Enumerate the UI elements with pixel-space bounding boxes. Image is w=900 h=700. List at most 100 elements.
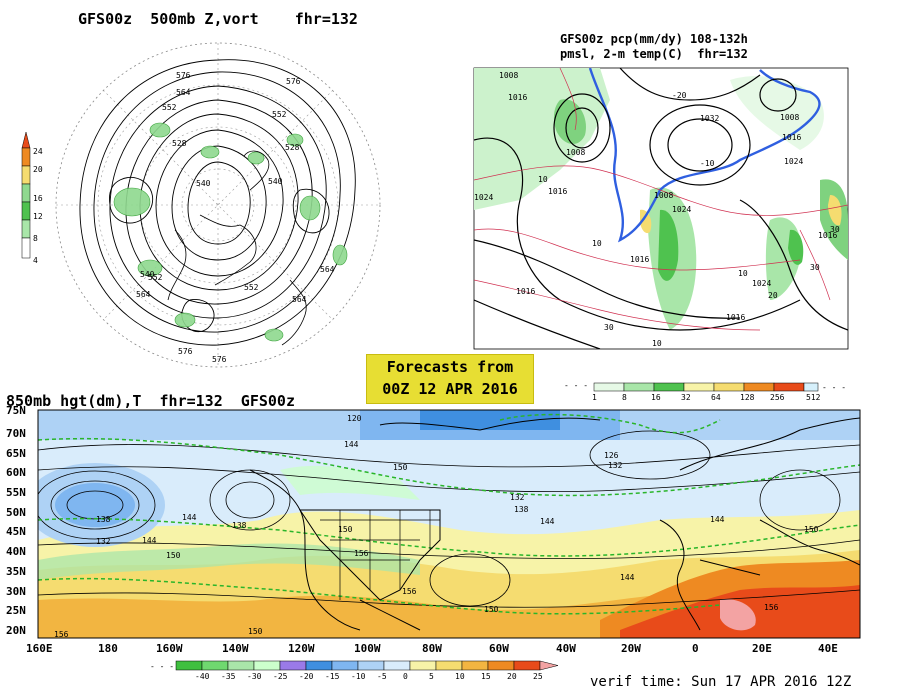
svg-text:120W: 120W	[288, 642, 315, 655]
svg-text:30N: 30N	[6, 585, 26, 598]
svg-text:140W: 140W	[222, 642, 249, 655]
svg-text:80W: 80W	[422, 642, 442, 655]
svg-text:156: 156	[764, 603, 779, 612]
svg-text:144: 144	[620, 573, 635, 582]
svg-text:60W: 60W	[489, 642, 509, 655]
precip-shading	[474, 68, 848, 330]
svg-text:30: 30	[810, 263, 820, 272]
svg-text:144: 144	[182, 513, 197, 522]
colorbar-tick-label: 15	[481, 672, 491, 681]
850mb-contour-labels: 120 144 150 138 132 138 144 144 150 156 …	[54, 414, 819, 639]
svg-text:1032: 1032	[700, 114, 719, 123]
svg-text:1024: 1024	[474, 193, 493, 202]
svg-text:144: 144	[344, 440, 359, 449]
colorbar-tick-label: -30	[247, 672, 262, 681]
colorbar-swatch	[279, 660, 307, 671]
svg-text:10: 10	[592, 239, 602, 248]
svg-text:160W: 160W	[156, 642, 183, 655]
svg-text:100W: 100W	[354, 642, 381, 655]
svg-text:10: 10	[652, 339, 662, 348]
temp-isotherms	[474, 68, 848, 331]
svg-text:1024: 1024	[672, 205, 691, 214]
svg-text:132: 132	[608, 461, 623, 470]
svg-text:10: 10	[538, 175, 548, 184]
svg-text:144: 144	[540, 517, 555, 526]
panel-500mb-title: GFS00z 500mb Z,vort fhr=132	[78, 10, 358, 28]
svg-text:1016: 1016	[630, 255, 649, 264]
svg-text:65N: 65N	[6, 447, 26, 460]
svg-text:128: 128	[740, 393, 755, 402]
svg-text:576: 576	[178, 347, 193, 356]
colorbar-tick-label: -35	[221, 672, 236, 681]
forecast-init-box: Forecasts from 00Z 12 APR 2016	[366, 354, 534, 404]
svg-text:138: 138	[514, 505, 529, 514]
temperature-colorbar: - - - -40 -35 -30 -25 -20 -15 -10 -5 0 5 10 15 20 25	[150, 660, 559, 681]
svg-text:156: 156	[402, 587, 417, 596]
svg-text:552: 552	[162, 103, 177, 112]
svg-text:160E: 160E	[26, 642, 53, 655]
svg-text:120: 120	[347, 414, 362, 423]
svg-text:540: 540	[140, 270, 155, 279]
svg-text:1008: 1008	[780, 113, 799, 122]
svg-text:564: 564	[176, 88, 191, 97]
svg-text:10: 10	[738, 269, 748, 278]
svg-text:35N: 35N	[6, 565, 26, 578]
pmsl-labels: 1008 1008 1016 1024 1032 1008 1016 1016 …	[474, 71, 837, 322]
svg-text:75N: 75N	[6, 404, 26, 417]
svg-text:1016: 1016	[782, 133, 801, 142]
svg-text:1: 1	[592, 393, 597, 402]
colorbar-swatch	[305, 660, 333, 671]
850mb-isotherms	[38, 413, 860, 615]
svg-text:60N: 60N	[6, 466, 26, 479]
colorbar-tick-label: -10	[351, 672, 366, 681]
colorbar-swatch	[201, 660, 229, 671]
svg-text:64: 64	[711, 393, 721, 402]
colorbar-swatch	[227, 660, 255, 671]
svg-text:40E: 40E	[818, 642, 838, 655]
svg-text:138: 138	[232, 521, 247, 530]
svg-text:156: 156	[54, 630, 69, 639]
svg-text:30: 30	[604, 323, 614, 332]
svg-text:50N: 50N	[6, 506, 26, 519]
svg-text:552: 552	[272, 110, 287, 119]
colorbar-tick-label: 0	[403, 672, 408, 681]
colorbar-tick-label: -25	[273, 672, 288, 681]
svg-text:32: 32	[681, 393, 691, 402]
polar-coastlines	[167, 150, 307, 346]
svg-text:540: 540	[196, 179, 211, 188]
colorbar-swatch	[513, 660, 541, 671]
svg-text:4: 4	[33, 256, 38, 265]
svg-text:- - -: - - -	[564, 381, 588, 390]
panel-precip-map: 1008 1008 1016 1024 1032 1008 1016 1016 …	[473, 67, 849, 350]
colorbar-tick-label: 20	[507, 672, 517, 681]
svg-text:150: 150	[166, 551, 181, 560]
850mb-coastlines	[249, 417, 860, 631]
svg-text:1016: 1016	[726, 313, 745, 322]
svg-text:45N: 45N	[6, 525, 26, 538]
svg-text:30: 30	[830, 225, 840, 234]
svg-text:-20: -20	[672, 91, 687, 100]
svg-text:-10: -10	[700, 159, 715, 168]
svg-text:20: 20	[768, 291, 778, 300]
colorbar-lead-dashes: - - -	[150, 662, 174, 671]
svg-text:150: 150	[804, 525, 819, 534]
svg-text:20E: 20E	[752, 642, 772, 655]
svg-text:1008: 1008	[566, 148, 585, 157]
colorbar-tick-label: -40	[195, 672, 210, 681]
forecast-init-line2: 00Z 12 APR 2016	[382, 380, 518, 398]
polar-graticule	[56, 43, 380, 367]
forecast-init-line1: Forecasts from	[386, 358, 514, 376]
svg-text:144: 144	[710, 515, 725, 524]
svg-text:1016: 1016	[516, 287, 535, 296]
svg-text:8: 8	[33, 234, 38, 243]
polar-contour-labels: 576 576 564 552 552 528 540 528 540 564 …	[136, 71, 335, 364]
svg-text:138: 138	[96, 515, 111, 524]
svg-text:1016: 1016	[508, 93, 527, 102]
svg-text:156: 156	[354, 549, 369, 558]
verif-time: verif time: Sun 17 APR 2016 12Z	[590, 674, 852, 690]
svg-text:24: 24	[33, 147, 43, 156]
svg-text:576: 576	[176, 71, 191, 80]
svg-text:20N: 20N	[6, 624, 26, 637]
svg-text:564: 564	[320, 265, 335, 274]
